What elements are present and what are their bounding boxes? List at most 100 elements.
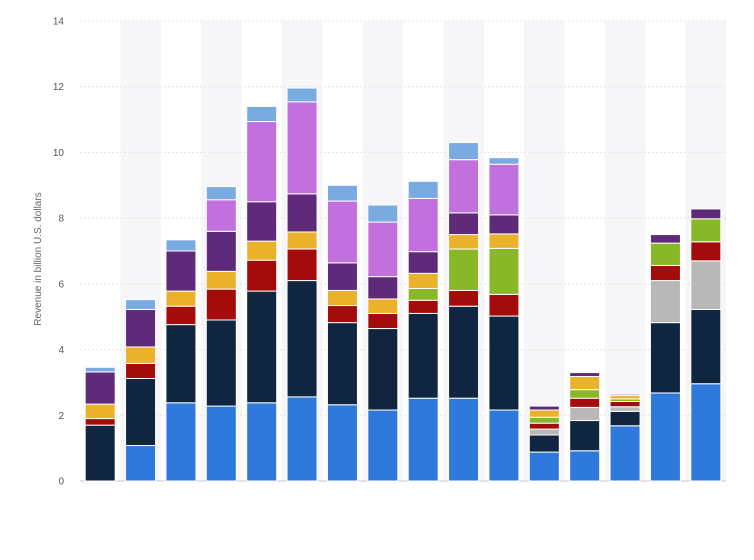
bar-segment[interactable] (246, 105, 278, 123)
bar-segment[interactable] (125, 445, 157, 482)
bar-segment[interactable] (407, 299, 439, 314)
bar-segment[interactable] (528, 422, 560, 430)
bar-segment[interactable] (246, 240, 278, 261)
bar-segment[interactable] (448, 397, 480, 482)
bar-segment[interactable] (367, 221, 399, 278)
bar-segment[interactable] (690, 260, 722, 310)
bar-segment[interactable] (286, 87, 318, 103)
bar-segment[interactable] (407, 197, 439, 253)
bar-segment[interactable] (528, 416, 560, 424)
bar-segment[interactable] (84, 403, 116, 420)
bar-segment[interactable] (246, 121, 278, 203)
bar-segment[interactable] (165, 324, 197, 404)
bar-segment[interactable] (448, 212, 480, 236)
bar-segment[interactable] (165, 305, 197, 326)
bar-segment[interactable] (125, 377, 157, 447)
bar-segment[interactable] (205, 319, 237, 407)
bar-segment[interactable] (125, 346, 157, 364)
bar-segment[interactable] (569, 397, 601, 408)
bar-segment[interactable] (205, 405, 237, 482)
bar-segment[interactable] (367, 312, 399, 330)
bar-segment[interactable] (246, 402, 278, 482)
bar-segment[interactable] (649, 234, 681, 244)
bar-segment[interactable] (528, 409, 560, 418)
bar-segment[interactable] (205, 199, 237, 232)
bar-segment[interactable] (367, 276, 399, 300)
bar-segment[interactable] (407, 397, 439, 482)
bar-segment[interactable] (448, 234, 480, 250)
bar-segment[interactable] (488, 293, 520, 317)
bar-segment[interactable] (84, 366, 116, 373)
bar-segment[interactable] (448, 305, 480, 399)
bar-segment[interactable] (326, 184, 358, 202)
bar-segment[interactable] (569, 450, 601, 482)
bar-segment[interactable] (407, 312, 439, 399)
bar-segment[interactable] (84, 418, 116, 426)
bar-segment[interactable] (690, 208, 722, 220)
bar-segment[interactable] (367, 298, 399, 314)
bar-segment[interactable] (569, 406, 601, 422)
bar-segment[interactable] (609, 425, 641, 482)
bar-segment[interactable] (407, 272, 439, 289)
bar-segment[interactable] (125, 362, 157, 379)
bar-segment[interactable] (448, 142, 480, 161)
bar-segment[interactable] (326, 322, 358, 406)
bar-segment[interactable] (286, 101, 318, 195)
bar-segment[interactable] (326, 305, 358, 324)
bar-segment[interactable] (246, 201, 278, 242)
bar-segment[interactable] (690, 383, 722, 482)
bar-segment[interactable] (448, 248, 480, 291)
bar-segment[interactable] (165, 402, 197, 482)
bar-segment[interactable] (690, 218, 722, 243)
bar-segment[interactable] (367, 328, 399, 411)
bar-segment[interactable] (649, 392, 681, 482)
bar-segment[interactable] (326, 404, 358, 482)
bar-segment[interactable] (286, 193, 318, 233)
bar-segment[interactable] (326, 200, 358, 264)
bar-segment[interactable] (246, 290, 278, 404)
bar-segment[interactable] (205, 288, 237, 321)
bar-segment[interactable] (205, 186, 237, 201)
bar-segment[interactable] (569, 420, 601, 452)
bar-segment[interactable] (649, 264, 681, 282)
bar-segment[interactable] (528, 428, 560, 436)
bar-segment[interactable] (205, 270, 237, 290)
bar-segment[interactable] (286, 231, 318, 250)
bar-segment[interactable] (609, 400, 641, 408)
bar-segment[interactable] (326, 289, 358, 307)
bar-segment[interactable] (488, 233, 520, 249)
bar-segment[interactable] (488, 315, 520, 411)
bar-segment[interactable] (165, 290, 197, 307)
bar-segment[interactable] (407, 287, 439, 301)
bar-segment[interactable] (84, 371, 116, 405)
bar-segment[interactable] (609, 406, 641, 412)
bar-segment[interactable] (488, 214, 520, 235)
bar-segment[interactable] (690, 241, 722, 262)
bar-segment[interactable] (165, 250, 197, 292)
bar-segment[interactable] (165, 239, 197, 252)
bar-segment[interactable] (488, 247, 520, 295)
bar-segment[interactable] (286, 396, 318, 482)
bar-segment[interactable] (448, 289, 480, 307)
bar-segment[interactable] (569, 376, 601, 391)
bar-segment[interactable] (125, 308, 157, 348)
bar-segment[interactable] (448, 159, 480, 214)
bar-segment[interactable] (84, 424, 116, 482)
bar-segment[interactable] (367, 409, 399, 482)
bar-segment[interactable] (367, 204, 399, 223)
bar-segment[interactable] (609, 393, 641, 397)
bar-segment[interactable] (690, 308, 722, 385)
bar-segment[interactable] (286, 280, 318, 398)
bar-segment[interactable] (326, 262, 358, 291)
bar-segment[interactable] (528, 434, 560, 453)
bar-segment[interactable] (649, 322, 681, 394)
bar-segment[interactable] (488, 409, 520, 482)
bar-segment[interactable] (488, 157, 520, 165)
bar-segment[interactable] (286, 248, 318, 282)
bar-segment[interactable] (205, 230, 237, 272)
bar-segment[interactable] (649, 280, 681, 324)
bar-segment[interactable] (125, 299, 157, 310)
bar-segment[interactable] (649, 242, 681, 266)
bar-segment[interactable] (407, 251, 439, 274)
bar-segment[interactable] (528, 405, 560, 411)
